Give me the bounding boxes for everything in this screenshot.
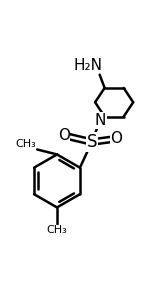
Text: O: O	[58, 128, 70, 143]
Text: S: S	[87, 133, 97, 151]
Text: CH₃: CH₃	[47, 225, 67, 235]
Text: N: N	[94, 113, 106, 128]
Text: O: O	[111, 131, 123, 146]
Text: N: N	[94, 113, 106, 128]
Text: H₂N: H₂N	[74, 58, 103, 73]
Text: CH₃: CH₃	[16, 139, 36, 149]
